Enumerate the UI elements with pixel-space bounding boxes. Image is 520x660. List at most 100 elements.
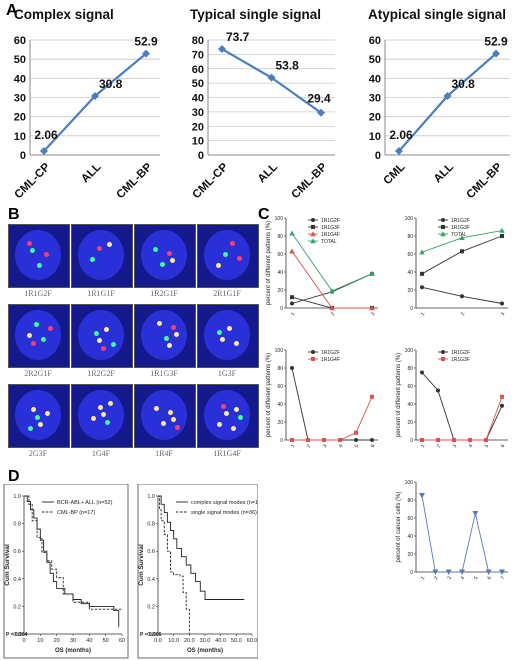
y-axis-label: percent of different patterns (%) — [266, 353, 272, 437]
legend-label: complex signal modes (n=16) — [191, 500, 258, 506]
y-axis-label: percent of cancer cells (%) — [396, 491, 402, 562]
y-tick-label: 80 — [407, 234, 413, 240]
data-point — [459, 569, 465, 575]
fish-signal-green — [28, 426, 33, 431]
x-tick-label: 4 — [460, 575, 467, 581]
data-point — [322, 438, 326, 442]
y-tick-label: 40 — [407, 534, 413, 540]
chart-frame — [3, 484, 129, 659]
data-label: 53.8 — [276, 59, 300, 73]
data-point — [369, 305, 375, 311]
y-tick-label: 40 — [277, 402, 283, 408]
x-tick-label: 1 — [420, 311, 427, 317]
y-tick-label: 0 — [280, 438, 283, 444]
data-point — [468, 438, 472, 442]
fish-cell-image — [8, 224, 70, 288]
data-point — [472, 511, 479, 517]
x-tick-label: 6 — [500, 443, 507, 449]
y-axis-label: percent of different patterns (%) — [266, 221, 272, 305]
series-line — [421, 235, 503, 275]
y-tick-label: 0.4 — [13, 577, 21, 583]
y-tick-label: 100 — [405, 216, 414, 222]
y-tick-label: 20 — [192, 121, 204, 133]
fish-cell-label: 1G3F — [217, 369, 237, 378]
legend-label: 1R1G2F — [451, 218, 470, 224]
fish-cell-image — [197, 224, 259, 288]
data-point — [419, 249, 425, 255]
fish-signal-red — [101, 346, 106, 351]
data-point — [459, 235, 465, 240]
x-axis-label: OS (months) — [187, 648, 223, 654]
survival-curve — [24, 495, 122, 610]
y-tick-label: 0.6 — [13, 549, 21, 555]
x-tick-label: 2 — [436, 443, 443, 449]
x-tick-label: 6 — [370, 443, 377, 449]
data-point — [317, 108, 325, 117]
fish-cell-label: 1R1G4F — [213, 449, 241, 458]
legend-label: 1R1G4F — [321, 357, 340, 363]
survival-curve — [158, 495, 245, 600]
data-point — [500, 234, 504, 238]
x-tick-label: 30.0 — [200, 638, 211, 644]
fish-signal-yellow — [38, 422, 43, 427]
y-tick-label: 0.0 — [13, 632, 21, 638]
data-point — [311, 225, 315, 229]
fish-cell-image — [134, 384, 196, 448]
fish-signal-yellow — [217, 422, 222, 427]
data-label: 52.9 — [484, 35, 508, 49]
data-point — [452, 438, 456, 442]
y-tick-label: 60 — [192, 64, 204, 76]
x-tick-label: 3 — [370, 311, 377, 317]
x-tick-label: 7 — [500, 575, 507, 581]
y-tick-label: 40 — [277, 270, 283, 276]
fish-signal-red — [230, 241, 235, 246]
nucleus — [204, 310, 250, 360]
fish-signal-yellow — [157, 321, 162, 326]
data-label: 2.06 — [34, 128, 58, 142]
x-tick-label: 4 — [468, 443, 475, 449]
survival-curve — [158, 495, 190, 634]
fish-cell-label: 1R2G1F — [150, 289, 178, 298]
x-tick-label: ALL — [256, 161, 280, 185]
panel-label-c: C — [258, 206, 270, 223]
fish-signal-yellow — [168, 410, 173, 415]
y-tick-label: 0 — [20, 150, 26, 162]
y-tick-label: 20 — [277, 420, 283, 426]
fish-signal-yellow — [45, 411, 50, 416]
data-label: 73.7 — [226, 30, 250, 44]
y-tick-label: 0.2 — [13, 604, 21, 610]
y-tick-label: 0.2 — [147, 604, 155, 610]
series-line — [43, 52, 147, 152]
data-point — [289, 230, 295, 236]
fish-image-grid: 1R1G2F 1R1G1F 1R2G1F 2R1G1F 2R2G1F 1R2G2F 1R1G… — [8, 224, 260, 468]
chart-title: Atypical single signal — [368, 7, 506, 22]
fish-signal-yellow — [27, 333, 32, 338]
data-point — [310, 231, 316, 237]
data-point — [290, 301, 294, 306]
panel-label-a: A — [6, 2, 18, 19]
fish-signal-red — [167, 251, 172, 256]
fish-cell-label: 1R1G1F — [87, 289, 115, 298]
x-tick-label: 2 — [330, 311, 337, 317]
legend-label: 1R1G2F — [321, 350, 340, 356]
x-tick-label: 60 — [119, 638, 125, 644]
chart-title: Typical single signal — [190, 7, 321, 22]
y-tick-label: 0 — [198, 150, 204, 162]
y-tick-label: 1.0 — [13, 494, 21, 500]
fish-signal-green — [30, 248, 35, 253]
fish-signal-red — [97, 246, 102, 251]
y-tick-label: 0.8 — [13, 522, 21, 528]
data-point — [329, 288, 335, 294]
survival-curve — [24, 495, 120, 628]
panel-a-charts: Complex signal 0 10 20 30 40 50 60 2.06 30.8 52.9 C… — [13, 7, 510, 201]
legend-label: CML-BP (n=17) — [57, 510, 95, 516]
fish-signal-red — [175, 425, 180, 430]
fish-signal-yellow — [174, 332, 179, 337]
chart-typical: Typical single signal 0 10 20 30 40 50 60 70 80 73… — [190, 7, 335, 201]
fish-signal-green — [41, 337, 46, 342]
x-tick-label: CML-CP — [13, 161, 53, 201]
y-axis-label: percent of different patterns (%) — [396, 353, 402, 437]
fish-signal-yellow — [171, 417, 176, 422]
data-point — [338, 438, 342, 442]
fish-cell-image — [8, 304, 70, 368]
